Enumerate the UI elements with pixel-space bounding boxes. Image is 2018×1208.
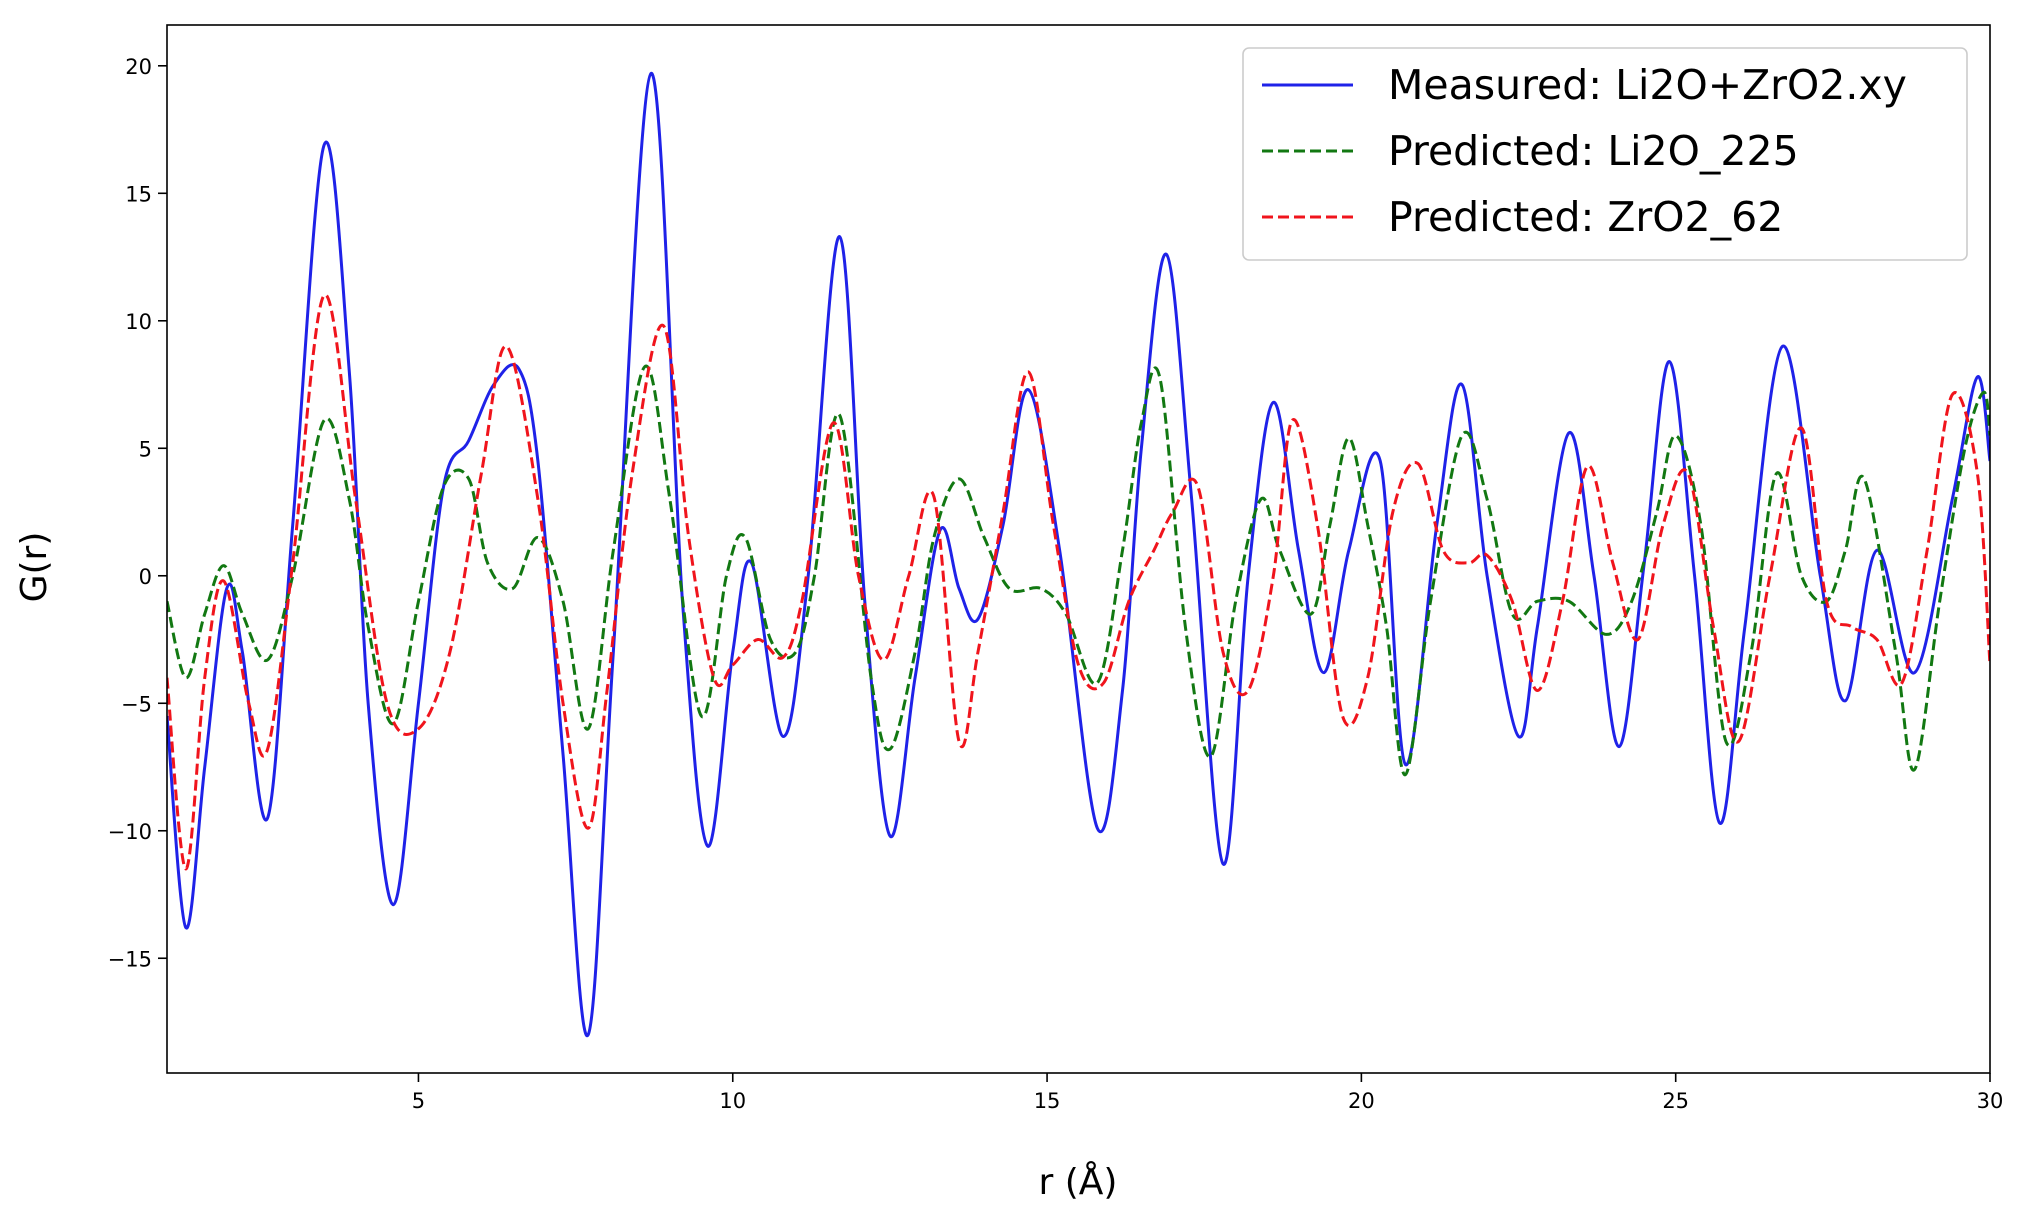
x-axis-ticks: 5 10 15 20 25 30 [412, 1073, 2004, 1113]
legend: Measured: Li2O+ZrO2.xy Predicted: Li2O_22… [1242, 47, 1968, 261]
series-layer [167, 71, 1990, 1038]
legend-label: Measured: Li2O+ZrO2.xy [1388, 61, 1907, 109]
x-tick-label: 5 [412, 1089, 425, 1113]
legend-entry-li2o-225: Predicted: Li2O_225 [1262, 127, 1799, 175]
plot-frame [166, 24, 1991, 1074]
y-tick-label: −15 [108, 947, 152, 971]
x-tick-label: 15 [1034, 1089, 1061, 1113]
plot-area [166, 24, 1991, 1074]
legend-entry-measured: Measured: Li2O+ZrO2.xy [1262, 61, 1907, 109]
y-tick-label: −5 [121, 692, 152, 716]
y-tick-label: 5 [139, 437, 152, 461]
x-tick-label: 30 [1977, 1089, 2004, 1113]
legend-label: Predicted: Li2O_225 [1388, 127, 1799, 175]
y-tick-label: −10 [108, 820, 152, 844]
y-axis-ticks: −15 −10 −5 0 5 10 15 20 [108, 55, 167, 971]
legend-label: Predicted: ZrO2_62 [1388, 193, 1783, 241]
y-tick-label: 15 [125, 182, 152, 206]
y-tick-label: 10 [125, 310, 152, 334]
y-tick-label: 20 [125, 55, 152, 79]
series-li2o-225-line [167, 364, 1990, 777]
series-measured-line [167, 71, 1990, 1038]
y-axis-label: G(r) [14, 532, 55, 603]
legend-entry-zro2-62: Predicted: ZrO2_62 [1262, 193, 1783, 241]
series-zro2-62-line [167, 293, 1990, 871]
y-tick-label: 0 [139, 565, 152, 589]
x-tick-label: 20 [1348, 1089, 1375, 1113]
x-tick-label: 10 [719, 1089, 746, 1113]
x-axis-label: r (Å) [1039, 1160, 1118, 1203]
legend-box [1242, 47, 1968, 261]
x-tick-label: 25 [1662, 1089, 1689, 1113]
